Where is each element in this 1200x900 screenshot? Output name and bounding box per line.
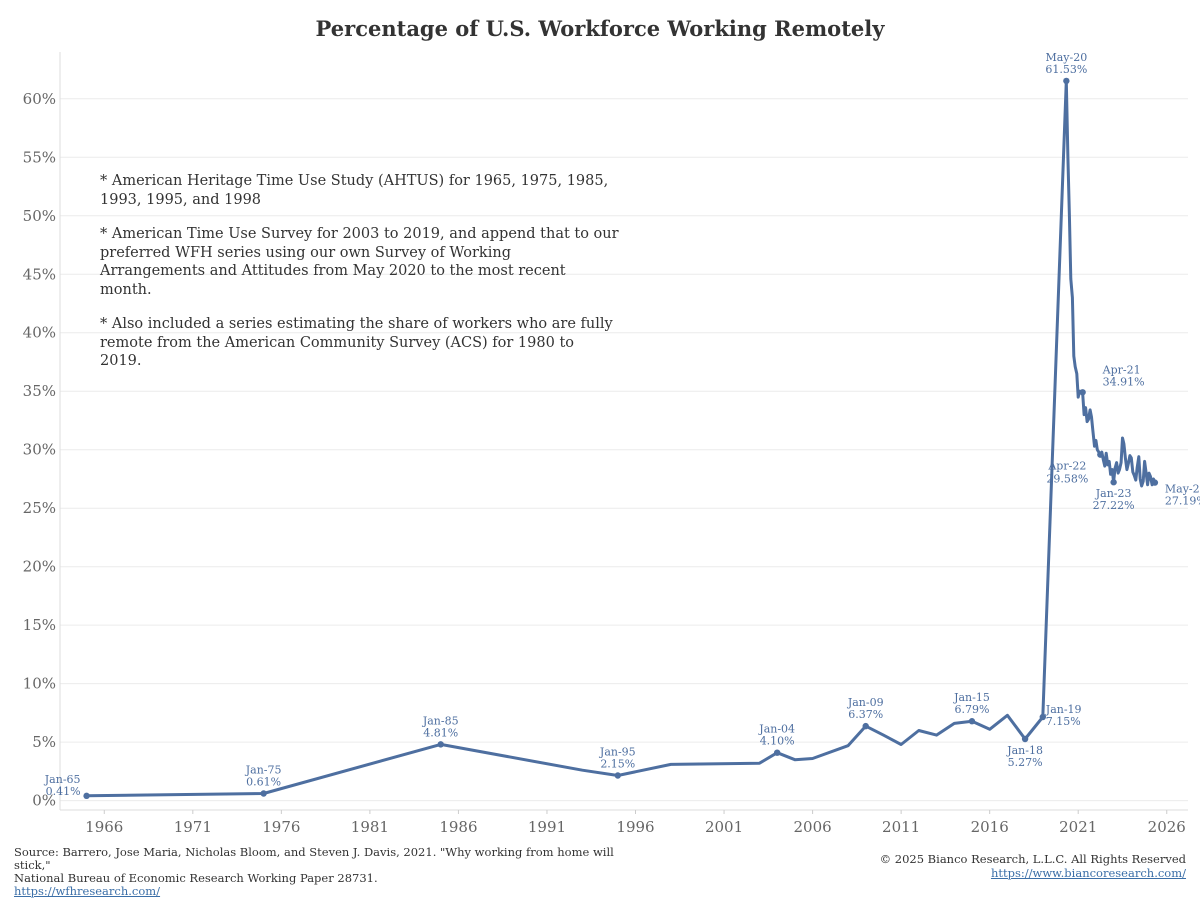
annotation-date-label: May-20 [1045, 51, 1087, 64]
annotation-value-label: 34.91% [1103, 375, 1145, 388]
x-tick-label: 2016 [971, 818, 1009, 836]
data-point-marker [1097, 451, 1104, 458]
website-link[interactable]: https://www.biancoresearch.com/ [990, 866, 1186, 880]
source-citation-line1: Source: Barrero, Jose Maria, Nicholas Bl… [14, 845, 614, 872]
x-tick-label: 1981 [351, 818, 389, 836]
x-tick-label: 2021 [1059, 818, 1097, 836]
annotation-value-label: 6.79% [954, 703, 989, 716]
x-tick-label: 1976 [262, 818, 300, 836]
data-point-marker [1039, 713, 1046, 721]
y-tick-label: 30% [23, 441, 56, 459]
x-tick-label: 1966 [85, 818, 123, 836]
x-tick-label: 1991 [528, 818, 566, 836]
annotation-value-label: 61.53% [1045, 63, 1087, 76]
annotation-date-label: Apr-21 [1102, 363, 1141, 376]
y-tick-label: 25% [23, 499, 56, 517]
source-citation-line2: National Bureau of Economic Research Wor… [14, 871, 378, 885]
x-tick-label: 1986 [439, 818, 477, 836]
annotation-value-label: 5.27% [1008, 756, 1043, 769]
annotation-date-label: Apr-22 [1047, 460, 1086, 473]
chart-title: Percentage of U.S. Workforce Working Rem… [315, 16, 885, 41]
annotation-date-label: Jan-09 [847, 696, 884, 709]
note-ahtus: * American Heritage Time Use Study (AHTU… [100, 173, 609, 208]
data-point-marker [260, 790, 267, 797]
y-tick-label: 50% [23, 207, 56, 225]
y-tick-label: 35% [23, 382, 56, 400]
data-point-marker [1151, 479, 1159, 486]
annotation-date-label: Jan-18 [1006, 744, 1043, 757]
data-point-marker [1021, 735, 1029, 743]
x-tick-label: 2001 [705, 818, 743, 836]
data-point-marker [614, 772, 622, 779]
x-tick-label: 2011 [882, 818, 920, 836]
y-tick-label: 60% [23, 90, 56, 108]
y-tick-label: 20% [23, 558, 56, 576]
source-link[interactable]: https://wfhresearch.com/ [14, 884, 161, 898]
annotation-value-label: 6.37% [848, 708, 883, 721]
annotation-value-label: 4.10% [760, 735, 795, 748]
annotation-date-label: Jan-95 [599, 745, 636, 758]
annotation-date-label: Jan-04 [758, 723, 795, 736]
note-acs: * Also included a series estimating the … [100, 316, 613, 369]
series-line [85, 79, 1157, 798]
x-tick-label: 1996 [616, 818, 654, 836]
annotation-value-label: 27.19% [1165, 495, 1200, 508]
data-point-marker [773, 749, 781, 756]
annotation-date-label: May-25 [1165, 483, 1200, 496]
y-tick-label: 0% [32, 792, 56, 810]
x-tick-label: 2006 [793, 818, 831, 836]
annotation-value-label: 29.58% [1046, 473, 1088, 486]
y-tick-label: 55% [23, 148, 56, 166]
data-point-marker [437, 741, 444, 748]
data-point-marker [1110, 479, 1117, 486]
axes: 0% 5% 10% 15% 20% 25% 30% 35% 40% 45% 50% 55% 60% 196… [23, 52, 1188, 836]
source-note: Source: Barrero, Jose Maria, Nicholas Bl… [14, 846, 634, 898]
annotation-date-label: Jan-85 [422, 714, 459, 727]
chart-notes: * American Heritage Time Use Study (AHTU… [100, 172, 620, 387]
annotation-date-label: Jan-75 [245, 764, 282, 777]
series-layer [83, 77, 1159, 800]
annotation-value-label: 4.81% [423, 726, 458, 739]
annotation-date-label: Jan-65 [44, 773, 81, 786]
data-point-marker [862, 722, 869, 730]
y-tick-label: 5% [32, 733, 56, 751]
note-atus: * American Time Use Survey for 2003 to 2… [100, 226, 619, 298]
data-point-marker [1063, 77, 1070, 85]
data-point-marker [1079, 389, 1086, 396]
gridlines [60, 98, 1188, 802]
annotation-value-label: 27.22% [1093, 499, 1135, 512]
annotation-value-label: 0.41% [46, 785, 81, 798]
x-tick-label: 1971 [174, 818, 212, 836]
y-tick-label: 40% [23, 324, 56, 342]
y-tick-label: 15% [23, 616, 56, 634]
data-point-marker [968, 718, 976, 725]
annotation-value-label: 7.15% [1046, 715, 1081, 728]
y-tick-label: 45% [23, 265, 56, 283]
annotation-value-label: 0.61% [246, 776, 281, 789]
annotation-date-label: Jan-15 [953, 691, 990, 704]
annotations: Jan-650.41%Jan-750.61%Jan-854.81%Jan-952… [44, 51, 1200, 798]
x-tick-label: 2026 [1148, 818, 1186, 836]
copyright-note: © 2025 Bianco Research, L.L.C. All Right… [880, 852, 1186, 880]
annotation-date-label: Jan-23 [1095, 487, 1132, 500]
data-point-marker [83, 792, 90, 800]
copyright-text: © 2025 Bianco Research, L.L.C. All Right… [879, 852, 1186, 866]
y-tick-label: 10% [23, 675, 56, 693]
annotation-value-label: 2.15% [600, 757, 635, 770]
annotation-date-label: Jan-19 [1045, 703, 1082, 716]
